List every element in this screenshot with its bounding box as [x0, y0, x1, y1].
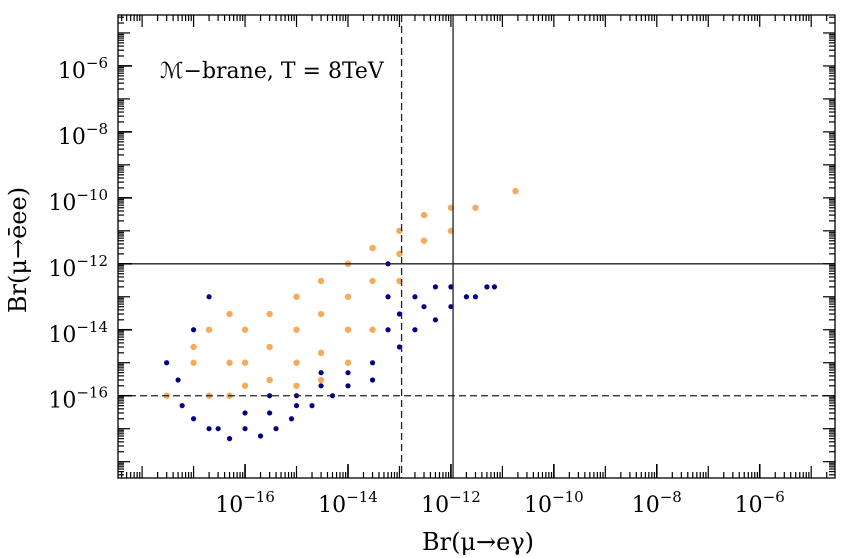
point	[242, 410, 248, 416]
point	[472, 204, 479, 211]
point	[344, 293, 352, 300]
point	[448, 304, 454, 310]
point	[293, 293, 300, 300]
point	[267, 410, 273, 416]
point	[242, 426, 248, 432]
point	[317, 349, 325, 357]
point	[190, 359, 197, 366]
point	[266, 343, 273, 351]
point	[344, 359, 352, 366]
point	[293, 403, 300, 409]
point	[420, 237, 428, 244]
point	[318, 383, 324, 389]
point	[448, 284, 454, 290]
point	[215, 426, 221, 432]
point	[241, 326, 249, 333]
point	[432, 284, 439, 290]
point	[179, 403, 185, 409]
point	[317, 376, 325, 384]
point	[369, 326, 376, 333]
point	[344, 326, 352, 333]
point	[484, 284, 490, 290]
point	[226, 310, 233, 318]
point	[512, 187, 519, 195]
point	[226, 359, 233, 366]
point	[175, 377, 181, 383]
point	[396, 311, 403, 317]
point	[385, 294, 391, 300]
y-tick-label: 10−8	[58, 120, 108, 150]
point	[369, 277, 376, 285]
point	[385, 327, 391, 333]
point	[273, 426, 279, 432]
y-tick-label: 10−12	[48, 252, 108, 282]
points	[163, 187, 519, 442]
y-tick-label: 10−6	[58, 54, 108, 84]
x-tick-label: 10−6	[735, 488, 785, 518]
y-tick-label: 10−14	[48, 318, 108, 348]
point	[206, 294, 212, 300]
point	[420, 211, 428, 219]
point	[241, 359, 249, 366]
point	[421, 304, 427, 310]
point	[309, 403, 315, 409]
point	[369, 360, 376, 366]
point	[293, 326, 300, 333]
minor-ticks	[118, 15, 835, 478]
point	[288, 416, 295, 422]
point	[345, 370, 351, 376]
y-tick-label: 10−16	[48, 384, 108, 414]
point	[293, 359, 300, 366]
y-tick-label: 10−10	[48, 186, 108, 216]
point	[317, 310, 325, 318]
x-tick-label: 10−12	[421, 488, 481, 518]
point	[266, 310, 273, 318]
annotation: ℳ−brane, T = 8TeV	[160, 59, 385, 84]
point	[472, 294, 479, 300]
point	[190, 343, 197, 351]
y-axis-label: Br(μ→ēee)	[4, 187, 32, 313]
point	[190, 327, 197, 333]
point	[206, 426, 212, 432]
point	[226, 436, 233, 442]
point	[190, 416, 197, 422]
point	[369, 377, 376, 383]
plot-frame	[117, 14, 836, 479]
point	[266, 376, 273, 384]
point	[317, 277, 325, 285]
x-tick-label: 10−8	[632, 488, 682, 518]
point	[412, 327, 418, 333]
x-tick-label: 10−10	[524, 488, 584, 518]
point	[293, 382, 300, 389]
point	[205, 326, 213, 333]
point	[412, 294, 418, 300]
x-tick-label: 10−16	[215, 488, 275, 518]
point	[396, 344, 403, 350]
point	[369, 244, 376, 252]
point	[241, 382, 249, 389]
point	[491, 284, 498, 290]
point	[257, 433, 264, 439]
point	[463, 294, 470, 300]
x-tick-label: 10−14	[318, 488, 378, 518]
point	[267, 393, 273, 399]
point	[164, 360, 170, 366]
x-axis-label: Br(μ→eγ)	[422, 528, 534, 556]
point	[318, 370, 324, 376]
point	[432, 317, 439, 323]
point	[345, 383, 351, 389]
